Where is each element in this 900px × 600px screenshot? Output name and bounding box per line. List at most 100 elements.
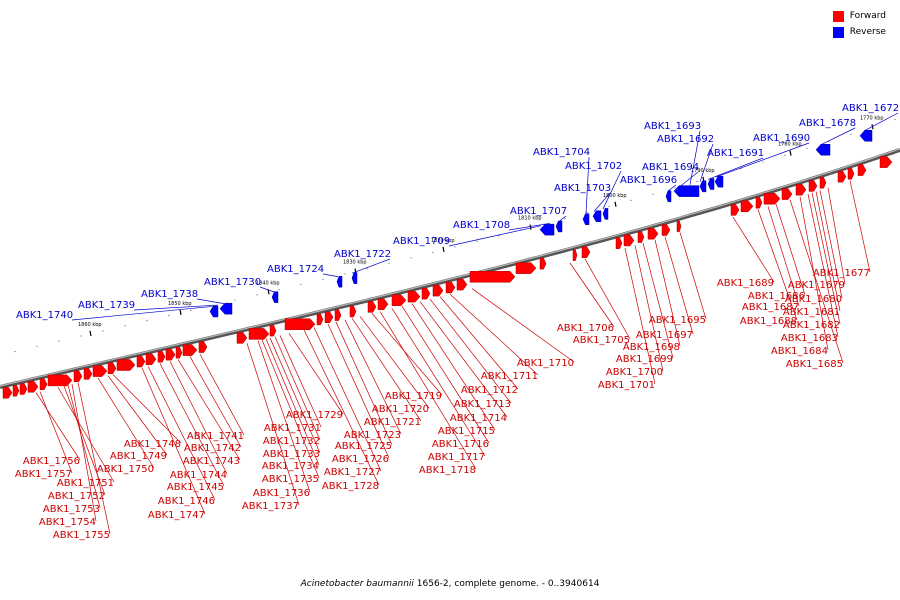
gene-label: ABK1_1729 [286,410,343,421]
reverse-gene-arrow [219,302,233,315]
gene-label: ABK1_1699 [616,354,673,365]
leader-line [732,216,775,283]
forward-gene-arrow [637,231,645,243]
gene-label: ABK1_1706 [557,323,614,334]
leader-line [677,171,699,189]
leader-line [279,335,322,428]
tick-mark [442,246,445,252]
gene-label: ABK1_1708 [453,220,510,231]
leader-line [257,340,311,493]
gene-label: ABK1_1737 [242,501,299,512]
forward-gene-arrow [165,348,176,361]
leader-line [699,143,714,182]
tick-label: 1770 kbp [860,115,884,121]
reverse-gene-arrow [351,272,358,284]
gene-label: ABK1_1749 [110,451,167,462]
leader-line [327,323,390,459]
gene-label: ABK1_1734 [262,461,319,472]
gene-label: ABK1_1681 [783,307,840,318]
leader-line [303,329,380,486]
reverse-gene-arrow [539,223,555,236]
minor-tick [190,309,192,311]
leader-line [642,242,674,359]
tick-mark [89,330,92,337]
minor-tick [14,350,16,353]
forward-gene-arrow [781,188,793,200]
gene-label: ABK1_1692 [657,134,714,145]
gene-label: ABK1_1690 [753,133,810,144]
gene-label: ABK1_1687 [742,302,799,313]
gene-label: ABK1_1683 [781,333,838,344]
forward-gene-arrow [145,353,157,365]
forward-gene-arrow [198,341,208,353]
figure-caption: Acinetobacter baumannii 1656-2, complete… [0,579,900,589]
forward-gene-arrow [795,183,807,196]
gene-label: ABK1_1724 [267,264,324,275]
gene-label: ABK1_1748 [124,439,181,450]
forward-gene-arrow [83,368,93,380]
legend-swatch-reverse [832,26,844,38]
gene-label: ABK1_1719 [385,391,442,402]
leader-line [439,296,519,390]
gene-arrows [2,130,893,399]
leader-line [35,392,81,461]
leader-line [811,192,841,325]
gene-label: ABK1_1727 [324,467,381,478]
tick-mark [529,224,532,230]
caption-organism: Acinetobacter baumannii [300,579,414,589]
leader-line [819,190,843,299]
leader-line [39,391,73,474]
gene-label: ABK1_1728 [322,481,379,492]
gene-label: ABK1_1744 [170,470,227,481]
forward-gene-arrow [740,200,754,213]
gene-label: ABK1_1688 [740,316,797,327]
leader-line [508,222,551,231]
forward-gene-arrow [349,305,357,318]
forward-gene-arrow [73,370,83,382]
gene-label: ABK1_1703 [554,183,611,194]
leader-line [141,367,206,515]
minor-tick [102,330,104,332]
leader-line [585,156,590,214]
minor-tick [652,193,654,195]
minor-tick [366,267,368,270]
reverse-gene-arrow [714,175,724,188]
gene-label: ABK1_1704 [533,147,590,158]
leader-line [67,384,101,509]
forward-gene-arrow [27,380,39,393]
gene-label: ABK1_1725 [335,441,392,452]
minor-tick [696,181,698,183]
tick-label: 1820 kbp [431,238,455,244]
leader-line [419,301,508,418]
leader-line [584,258,631,340]
forward-gene-arrow [248,328,270,340]
gene-label: ABK1_1678 [799,118,856,129]
gene-label: ABK1_1736 [253,488,310,499]
forward-gene-arrow [623,234,635,247]
gene-label: ABK1_1689 [717,278,774,289]
leader-line [177,359,241,461]
leader-line [269,337,321,454]
forward-gene-arrow [879,156,893,168]
minor-tick [410,257,412,259]
minor-tick [278,289,280,291]
gene-label: ABK1_1755 [53,530,110,541]
forward-gene-arrow [808,180,818,192]
reverse-gene-arrow [859,130,873,142]
leader-line [715,142,810,178]
leader-line [827,187,846,285]
gene-label: ABK1_1713 [454,399,511,410]
genome-backbone-line [0,148,900,389]
minor-tick [586,211,588,214]
leader-line [351,258,391,274]
gene-label: ABK1_1743 [183,456,240,467]
reverse-gene-arrow [707,178,715,190]
tick-label: 1850 kbp [168,301,192,307]
forward-gene-arrow [847,167,855,180]
gene-label: ABK1_1730 [204,277,261,288]
gene-label: ABK1_1757 [15,469,72,480]
legend-swatch-forward [832,10,844,22]
gene-label: ABK1_1672 [842,103,899,114]
leader-line [344,319,402,435]
leader-line [757,209,798,321]
